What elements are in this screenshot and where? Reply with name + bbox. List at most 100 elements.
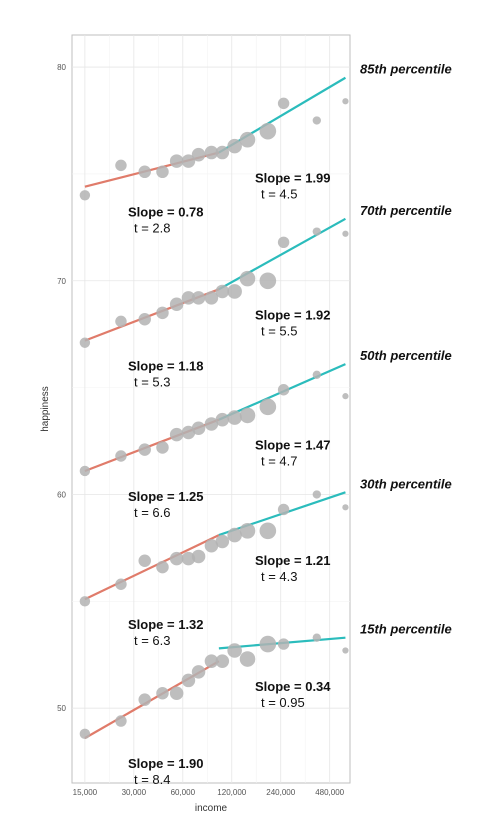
data-point	[239, 407, 256, 424]
data-point	[138, 313, 151, 326]
data-point	[312, 227, 321, 236]
data-point	[215, 145, 230, 160]
data-point	[259, 122, 277, 140]
data-point	[79, 337, 91, 348]
low-income-slope-label: Slope = 0.78	[128, 205, 204, 220]
fit-line-low-income	[84, 534, 220, 601]
data-point	[138, 165, 151, 179]
data-point	[277, 503, 290, 516]
data-point	[156, 306, 169, 320]
percentile-label: 30th percentile	[360, 476, 452, 491]
low-income-t-label: t = 2.8	[134, 221, 171, 236]
data-point	[204, 654, 219, 668]
x-axis-title: income	[195, 803, 228, 814]
x-tick-label: 120,000	[217, 788, 246, 797]
data-point	[156, 560, 169, 574]
data-point	[342, 98, 349, 105]
data-point	[156, 165, 169, 179]
data-point	[227, 138, 242, 154]
data-point	[138, 443, 151, 456]
data-point	[79, 190, 91, 201]
data-point	[169, 686, 184, 700]
data-point	[169, 551, 184, 566]
data-point	[312, 370, 321, 379]
high-income-t-label: t = 4.7	[261, 454, 298, 469]
data-point	[277, 638, 290, 650]
high-income-t-label: t = 4.3	[261, 569, 298, 584]
data-point	[156, 441, 169, 454]
high-income-slope-label: Slope = 1.99	[255, 171, 331, 186]
data-point	[79, 596, 91, 607]
y-tick-label: 80	[57, 63, 66, 72]
low-income-t-label: t = 8.4	[134, 772, 171, 787]
percentile-label: 50th percentile	[360, 348, 452, 363]
high-income-slope-label: Slope = 0.34	[255, 679, 331, 694]
data-point	[342, 504, 349, 511]
data-point	[79, 465, 91, 477]
data-point	[79, 728, 91, 740]
high-income-slope-label: Slope = 1.92	[255, 307, 331, 322]
data-point	[169, 297, 184, 312]
data-point	[138, 554, 151, 567]
high-income-t-label: t = 4.5	[261, 187, 298, 202]
percentile-label: 15th percentile	[360, 622, 452, 637]
x-tick-label: 15,000	[73, 788, 98, 797]
high-income-t-label: t = 0.95	[261, 695, 305, 710]
data-point	[227, 410, 242, 425]
x-tick-label: 30,000	[122, 788, 147, 797]
data-point	[191, 147, 206, 162]
data-point	[115, 159, 127, 172]
data-point	[115, 578, 127, 590]
y-tick-label: 60	[57, 490, 66, 499]
percentile-label: 85th percentile	[360, 62, 452, 77]
data-point	[204, 539, 219, 553]
data-point	[181, 673, 196, 688]
data-point	[191, 421, 206, 435]
data-point	[169, 427, 184, 442]
data-point	[115, 450, 127, 462]
data-point	[277, 384, 290, 396]
data-point	[312, 633, 321, 642]
data-point	[259, 398, 277, 416]
data-point	[204, 417, 219, 431]
data-point	[138, 693, 151, 706]
high-income-slope-label: Slope = 1.47	[255, 438, 331, 453]
data-point	[215, 412, 230, 427]
data-point	[259, 272, 277, 290]
data-point	[312, 116, 321, 125]
data-point	[215, 284, 230, 299]
data-point	[227, 527, 242, 543]
data-point	[277, 236, 290, 249]
low-income-t-label: t = 5.3	[134, 375, 171, 390]
data-point	[181, 154, 196, 168]
data-point	[204, 145, 219, 160]
high-income-slope-label: Slope = 1.21	[255, 553, 331, 568]
high-income-t-label: t = 5.5	[261, 323, 298, 338]
low-income-slope-label: Slope = 1.90	[128, 756, 204, 771]
data-point	[342, 230, 349, 237]
y-tick-label: 70	[57, 277, 66, 286]
data-point	[181, 425, 196, 440]
data-point	[342, 393, 349, 400]
data-point	[115, 715, 127, 727]
data-point	[191, 291, 206, 305]
x-tick-label: 240,000	[266, 788, 295, 797]
data-point	[312, 490, 321, 499]
data-points	[79, 97, 349, 740]
data-point	[342, 647, 349, 654]
low-income-slope-label: Slope = 1.25	[128, 489, 204, 504]
data-point	[156, 687, 169, 700]
data-point	[259, 522, 277, 540]
data-point	[239, 651, 256, 667]
low-income-slope-label: Slope = 1.18	[128, 359, 204, 374]
x-tick-label: 480,000	[315, 788, 344, 797]
data-point	[181, 291, 196, 305]
y-axis-title: happiness	[40, 386, 51, 432]
low-income-t-label: t = 6.6	[134, 505, 171, 520]
data-point	[277, 97, 290, 110]
data-point	[227, 284, 242, 299]
data-point	[215, 654, 230, 668]
data-point	[215, 534, 230, 549]
data-point	[191, 549, 206, 564]
